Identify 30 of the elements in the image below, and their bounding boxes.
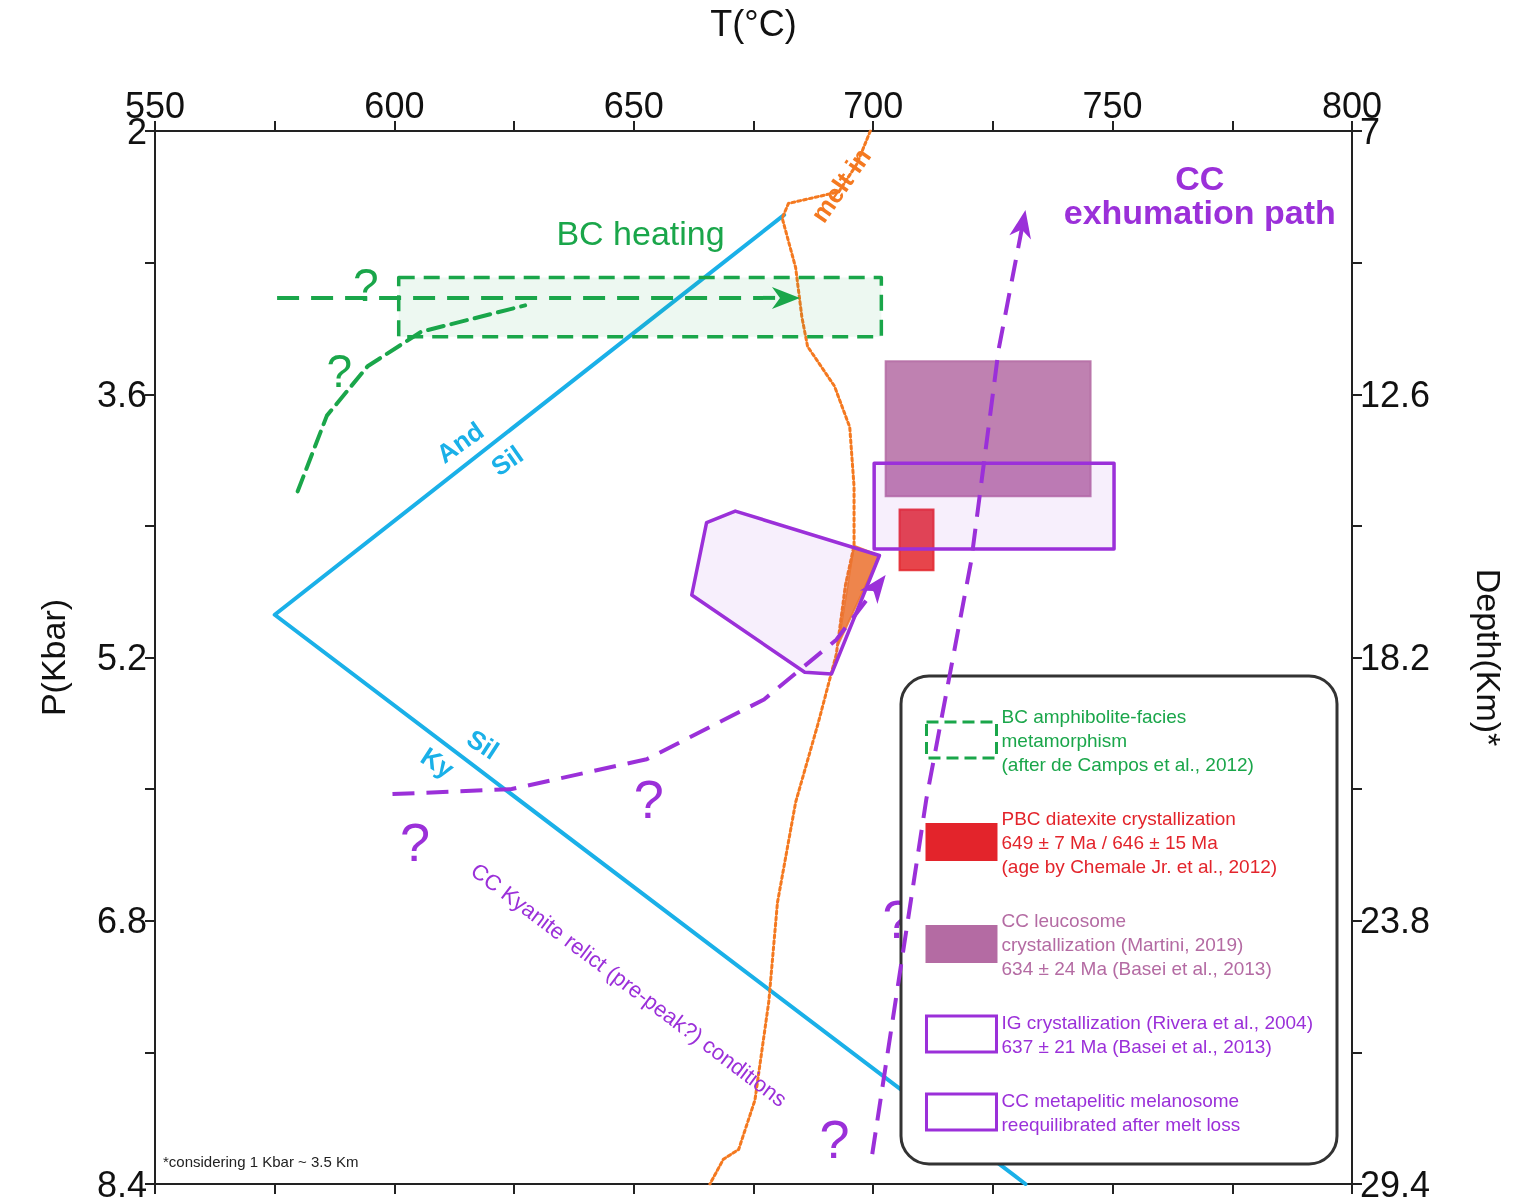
annotation: Ky — [415, 740, 461, 785]
y-tick-label: 5.2 — [96, 637, 147, 678]
legend-label: CC metapelitic melanosome reequilibrated after melt loss — [1001, 1089, 1241, 1135]
legend-label: PBC diatexite crystallization 649 ± 7 Ma / 646 ± 15 Ma (age by Chemale Jr. et al., 2012) — [1001, 807, 1278, 877]
legend-label: IG crystallization (Rivera et al., 2004) 637 ± 21 Ma (Basei et al., 2013) — [1001, 1011, 1314, 1057]
y2-tick-label: 23.8 — [1360, 900, 1431, 942]
legend-label: CC leucosome crystallization (Martini, 2019) 634 ± 24 Ma (Basei et al., 2013) — [1001, 909, 1272, 979]
y2-axis-title: Depth(Km)* — [1470, 568, 1508, 747]
y2-tick-label: 29.4 — [1360, 1163, 1431, 1202]
y-tick-label: 6.8 — [96, 900, 147, 942]
annotation: *considering 1 Kbar ~ 3.5 Km — [163, 1153, 359, 1170]
y2-tick-label: 12.6 — [1360, 373, 1431, 415]
annotation: ? — [326, 344, 353, 397]
x-tick-label: 650 — [603, 84, 664, 126]
annotation: ? — [633, 769, 664, 830]
y-axis-title: P(Kbar) — [34, 598, 72, 717]
x-tick-label: 700 — [843, 84, 904, 126]
line-series — [295, 303, 528, 494]
legend-label: BC amphibolite-facies metamorphism (after de Campos et al., 2012) — [1001, 705, 1254, 775]
x-tick-label: 600 — [364, 84, 425, 126]
annotation: ? — [399, 812, 431, 873]
annotation: Sil — [461, 723, 505, 766]
annotation: ? — [819, 1109, 850, 1170]
y-tick-label: 8.4 — [96, 1163, 147, 1202]
x-tick-label: 750 — [1082, 84, 1143, 126]
x-axis-title: T(°C) — [710, 2, 797, 44]
y-tick-label: 3.6 — [96, 373, 147, 415]
annotation: CC exhumation path — [1063, 159, 1336, 232]
annotation: BC heating — [556, 214, 725, 253]
y2-tick-label: 18.2 — [1360, 637, 1431, 678]
